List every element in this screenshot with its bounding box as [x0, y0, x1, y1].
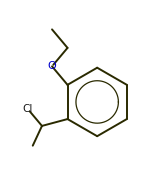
Text: Cl: Cl	[23, 104, 33, 114]
Text: O: O	[48, 61, 56, 71]
